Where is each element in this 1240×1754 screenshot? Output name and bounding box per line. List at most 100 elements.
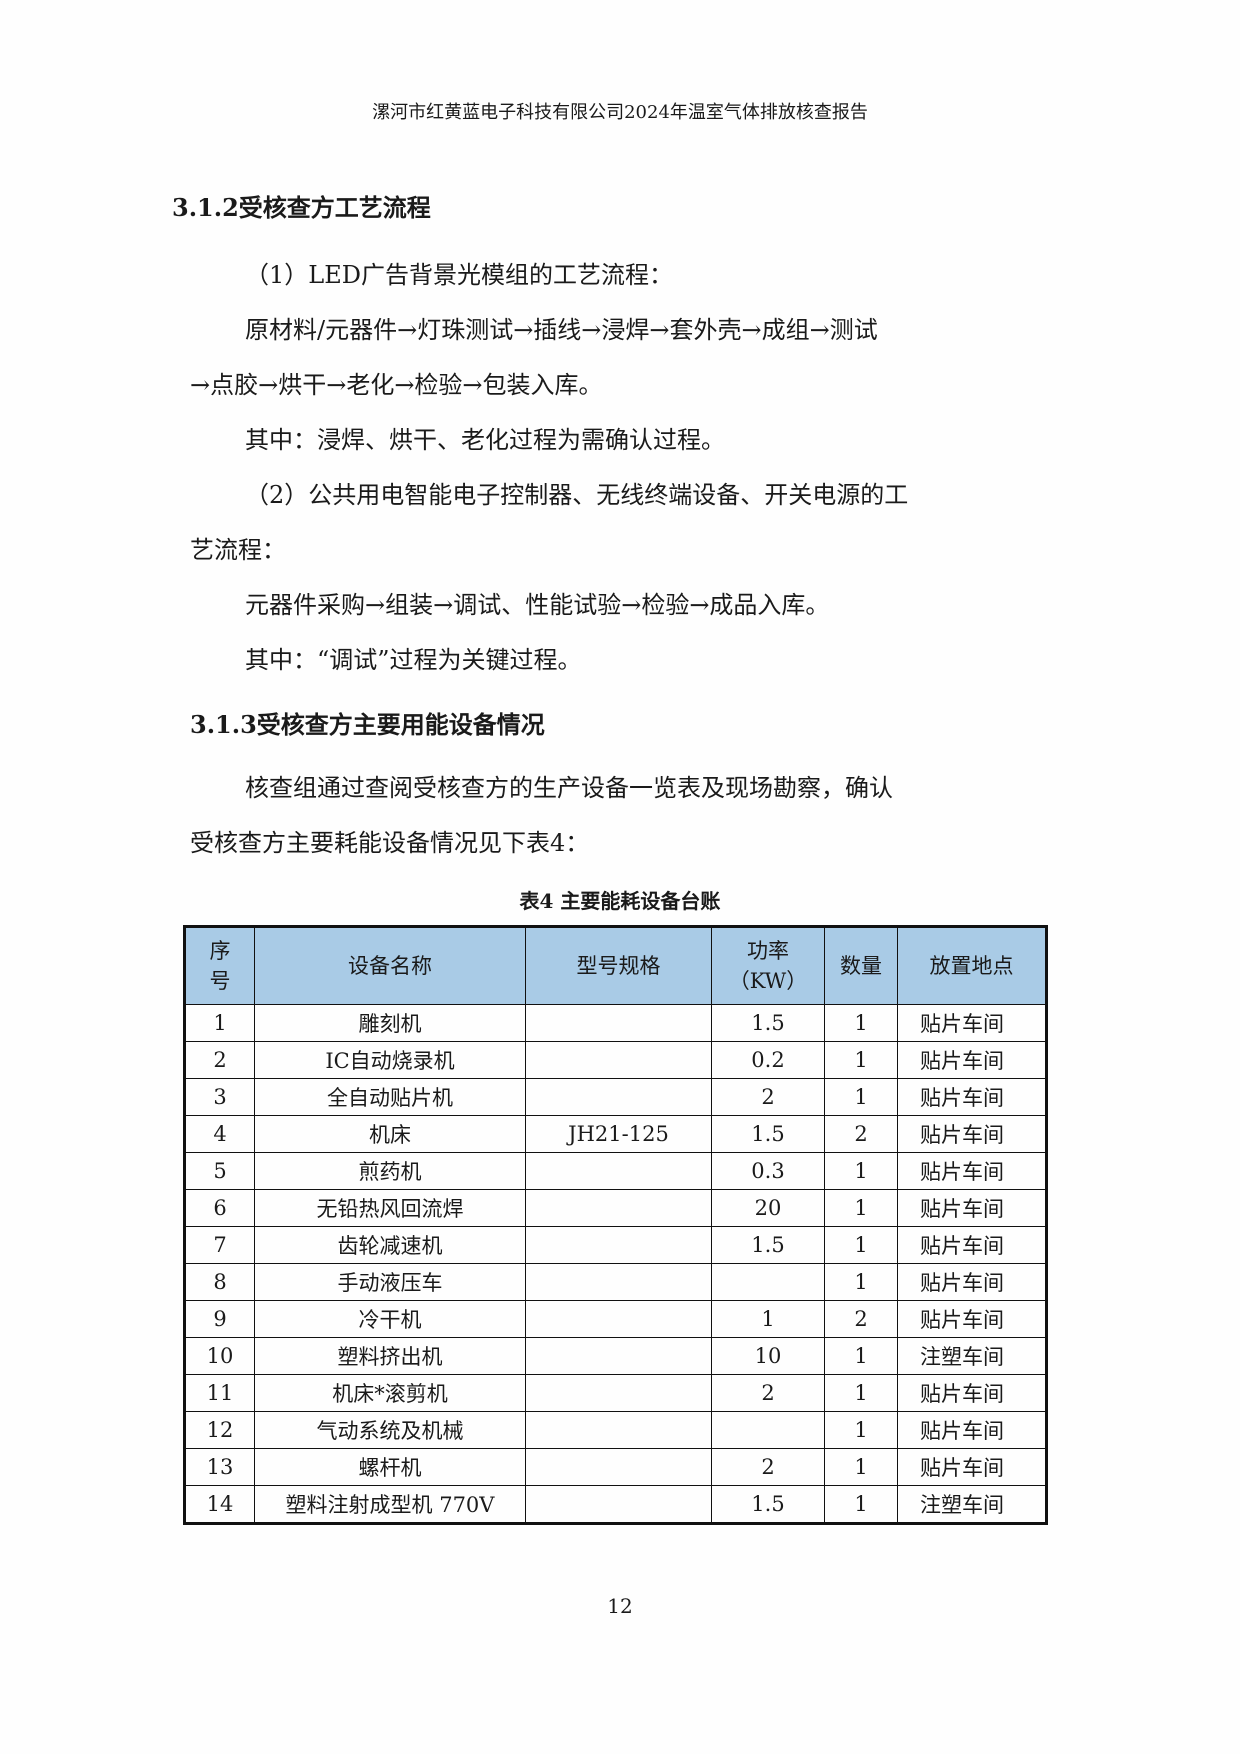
cell-power [711,1263,825,1301]
table-caption: 表4 主要能耗设备台账 [519,889,721,913]
cell-model [525,1226,712,1264]
cell-index: 6 [184,1189,255,1227]
cell-power: 2 [711,1078,825,1116]
cell-index: 4 [184,1115,255,1153]
col-header-location: 放置地点 [897,926,1047,1005]
cell-index: 8 [184,1263,255,1301]
cell-name: 煎药机 [254,1152,526,1190]
cell-model [525,1300,712,1338]
cell-location: 注塑车间 [897,1337,1047,1375]
cell-quantity: 1 [824,1078,898,1116]
cell-power: 20 [711,1189,825,1227]
cell-quantity: 1 [824,1485,898,1524]
cell-name: 机床*滚剪机 [254,1374,526,1412]
table-row: 10 塑料挤出机 10 1 注塑车间 [184,1337,1047,1375]
cell-power: 1 [711,1300,825,1338]
cell-quantity: 1 [824,1263,898,1301]
paragraph: 元器件采购→组装→调试、性能试验→检验→成品入库。 [245,591,830,619]
cell-model [525,1448,712,1486]
cell-quantity: 1 [824,1189,898,1227]
cell-model [525,1485,712,1524]
cell-quantity: 1 [824,1004,898,1042]
cell-index: 13 [184,1448,255,1486]
cell-name: 冷干机 [254,1300,526,1338]
cell-power: 2 [711,1374,825,1412]
paragraph: 其中：浸焊、烘干、老化过程为需确认过程。 [245,426,725,454]
cell-name: 螺杆机 [254,1448,526,1486]
cell-location: 贴片车间 [897,1263,1047,1301]
cell-model [525,1152,712,1190]
cell-index: 9 [184,1300,255,1338]
cell-location: 贴片车间 [897,1041,1047,1079]
cell-model [525,1078,712,1116]
table-header-row: 序号 设备名称 型号规格 功率（KW） 数量 放置地点 [184,926,1047,1005]
cell-index: 1 [184,1004,255,1042]
cell-name: 手动液压车 [254,1263,526,1301]
paragraph: 原材料/元器件→灯珠测试→插线→浸焊→套外壳→成组→测试 [245,316,878,344]
cell-location: 贴片车间 [897,1078,1047,1116]
table-row: 6 无铅热风回流焊 20 1 贴片车间 [184,1189,1047,1227]
table-row: 1 雕刻机 1.5 1 贴片车间 [184,1004,1047,1042]
paragraph: 受核查方主要耗能设备情况见下表4： [190,829,590,857]
cell-location: 贴片车间 [897,1115,1047,1153]
table-row: 5 煎药机 0.3 1 贴片车间 [184,1152,1047,1190]
cell-power [711,1411,825,1449]
cell-index: 11 [184,1374,255,1412]
cell-power: 0.2 [711,1041,825,1079]
cell-quantity: 1 [824,1448,898,1486]
equipment-table: 序号 设备名称 型号规格 功率（KW） 数量 放置地点 1 雕刻机 1.5 1 贴片车间… [183,925,1048,1525]
cell-quantity: 1 [824,1411,898,1449]
cell-name: 齿轮减速机 [254,1226,526,1264]
cell-location: 贴片车间 [897,1152,1047,1190]
col-header-model: 型号规格 [525,926,712,1005]
table-row: 14 塑料注射成型机 770V 1.5 1 注塑车间 [184,1485,1047,1524]
cell-name: 全自动贴片机 [254,1078,526,1116]
cell-model [525,1374,712,1412]
cell-index: 3 [184,1078,255,1116]
table-row: 2 IC自动烧录机 0.2 1 贴片车间 [184,1041,1047,1079]
cell-name: IC自动烧录机 [254,1041,526,1079]
table-row: 9 冷干机 1 2 贴片车间 [184,1300,1047,1338]
running-header: 漯河市红黄蓝电子科技有限公司2024年温室气体排放核查报告 [372,102,868,123]
cell-name: 塑料注射成型机 770V [254,1485,526,1524]
table-row: 12 气动系统及机械 1 贴片车间 [184,1411,1047,1449]
cell-model [525,1041,712,1079]
page-number: 12 [607,1594,633,1618]
cell-quantity: 2 [824,1300,898,1338]
cell-model [525,1189,712,1227]
table-row: 3 全自动贴片机 2 1 贴片车间 [184,1078,1047,1116]
section-heading-3-1-3: 3.1.3受核查方主要用能设备情况 [190,710,545,739]
cell-index: 12 [184,1411,255,1449]
cell-quantity: 1 [824,1337,898,1375]
cell-power: 2 [711,1448,825,1486]
cell-location: 注塑车间 [897,1485,1047,1524]
paragraph: 艺流程： [190,536,286,564]
cell-index: 14 [184,1485,255,1524]
cell-name: 气动系统及机械 [254,1411,526,1449]
cell-name: 雕刻机 [254,1004,526,1042]
table-row: 4 机床 JH21-125 1.5 2 贴片车间 [184,1115,1047,1153]
paragraph: →点胶→烘干→老化→检验→包装入库。 [190,371,603,399]
table-row: 8 手动液压车 1 贴片车间 [184,1263,1047,1301]
cell-location: 贴片车间 [897,1300,1047,1338]
cell-quantity: 1 [824,1374,898,1412]
cell-power: 1.5 [711,1485,825,1524]
col-header-quantity: 数量 [824,926,898,1005]
cell-location: 贴片车间 [897,1411,1047,1449]
table-row: 7 齿轮减速机 1.5 1 贴片车间 [184,1226,1047,1264]
paragraph: （1）LED广告背景光模组的工艺流程： [245,261,673,289]
cell-name: 无铅热风回流焊 [254,1189,526,1227]
cell-name: 机床 [254,1115,526,1153]
section-heading-3-1-2: 3.1.2受核查方工艺流程 [172,193,431,222]
cell-index: 7 [184,1226,255,1264]
cell-location: 贴片车间 [897,1448,1047,1486]
cell-index: 2 [184,1041,255,1079]
table-row: 13 螺杆机 2 1 贴片车间 [184,1448,1047,1486]
paragraph: （2）公共用电智能电子控制器、无线终端设备、开关电源的工 [245,481,909,509]
cell-power: 1.5 [711,1115,825,1153]
col-header-power: 功率（KW） [711,926,825,1005]
cell-index: 10 [184,1337,255,1375]
cell-model [525,1411,712,1449]
cell-location: 贴片车间 [897,1226,1047,1264]
